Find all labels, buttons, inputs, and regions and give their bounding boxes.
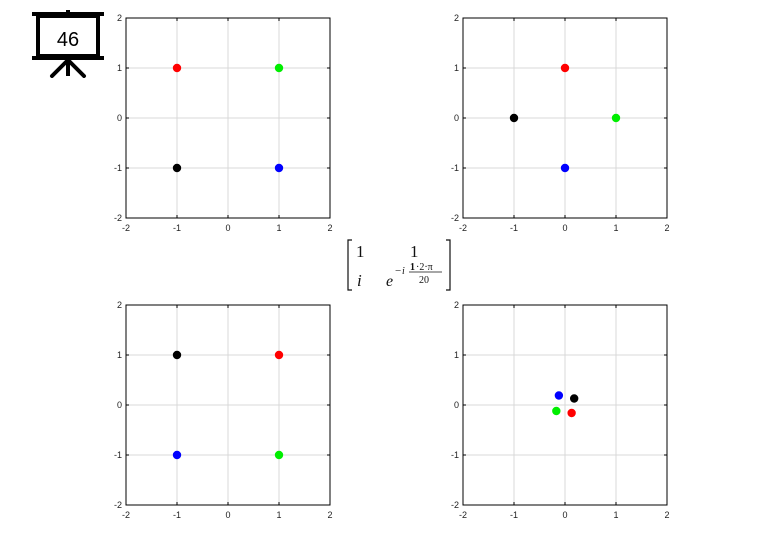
matrix-exp-sign: −: [395, 265, 401, 277]
data-point: [611, 113, 621, 123]
x-tick-label: 2: [327, 223, 332, 233]
data-point: [274, 350, 284, 360]
matrix-exp-i: i: [402, 266, 405, 277]
x-tick-label: 2: [664, 510, 669, 520]
x-tick-label: -1: [510, 510, 518, 520]
y-tick-label: 2: [117, 13, 122, 23]
data-point: [274, 163, 284, 173]
x-tick-label: -1: [510, 223, 518, 233]
x-tick-label: -1: [173, 510, 181, 520]
x-tick-label: 1: [276, 510, 281, 520]
y-tick-label: 0: [454, 400, 459, 410]
data-point: [554, 391, 564, 400]
x-tick-label: -2: [122, 223, 130, 233]
y-tick-label: -2: [114, 500, 122, 510]
data-point: [274, 63, 284, 73]
y-tick-label: 1: [454, 63, 459, 73]
scatter-plot-top-right: -2 -1 0 1 2 -2 -1 0 1 2: [447, 12, 677, 238]
y-tick-label: 0: [454, 113, 459, 123]
y-tick-label: -2: [451, 213, 459, 223]
x-tick-label: 0: [562, 223, 567, 233]
y-tick-label: -2: [451, 500, 459, 510]
data-point: [552, 406, 561, 416]
y-tick-label: -1: [114, 450, 122, 460]
x-tick-label: 2: [327, 510, 332, 520]
matrix-r2c2-base: e: [386, 273, 393, 290]
matrix-exp-highlight: 1: [410, 262, 415, 273]
y-tick-label: 0: [117, 400, 122, 410]
y-tick-label: 1: [117, 350, 122, 360]
x-tick-label: 1: [613, 510, 618, 520]
x-tick-label: 1: [613, 223, 618, 233]
x-tick-label: -2: [459, 510, 467, 520]
matrix-exp-denominator: 20: [419, 275, 429, 286]
y-tick-label: -1: [114, 163, 122, 173]
x-tick-label: 0: [225, 223, 230, 233]
data-point: [172, 350, 182, 360]
data-point: [274, 450, 284, 460]
x-tick-label: 1: [276, 223, 281, 233]
matrix-r2c1: i: [357, 271, 362, 290]
transformation-matrix: 1 1 i e − i 1 ·2·π 20: [346, 238, 452, 292]
x-tick-label: -1: [173, 223, 181, 233]
y-tick-label: 1: [117, 63, 122, 73]
scatter-plot-top-left: -2 -1 0 1 2 -2 -1 0 1 2: [110, 12, 340, 238]
data-point: [569, 394, 579, 403]
x-tick-label: 0: [225, 510, 230, 520]
y-tick-label: 0: [117, 113, 122, 123]
matrix-r1c2: 1: [410, 242, 419, 261]
y-tick-label: 2: [117, 300, 122, 310]
data-point: [172, 163, 182, 173]
data-point: [560, 163, 570, 173]
y-tick-label: 2: [454, 300, 459, 310]
data-point: [567, 408, 576, 418]
projector-icon: 46: [32, 10, 104, 78]
y-tick-label: -1: [451, 163, 459, 173]
data-point: [509, 113, 519, 123]
matrix-r1c1: 1: [356, 242, 365, 261]
data-point: [172, 450, 182, 460]
left-bracket: [347, 239, 352, 291]
y-tick-label: -2: [114, 213, 122, 223]
slide-number: 46: [57, 29, 79, 51]
y-tick-label: -1: [451, 450, 459, 460]
x-tick-label: -2: [122, 510, 130, 520]
slide-number-badge: 46: [32, 10, 104, 78]
y-tick-label: 1: [454, 350, 459, 360]
right-bracket: [446, 239, 451, 291]
data-point: [560, 63, 570, 73]
scatter-plot-bottom-right: -2 -1 0 1 2 -2 -1 0 1 2: [447, 299, 677, 525]
matrix-exp-numerator: ·2·π: [416, 262, 433, 273]
y-tick-label: 2: [454, 13, 459, 23]
x-tick-label: 0: [562, 510, 567, 520]
x-tick-label: 2: [664, 223, 669, 233]
data-point: [172, 63, 182, 73]
scatter-plot-bottom-left: -2 -1 0 1 2 -2 -1 0 1 2: [110, 299, 340, 525]
x-tick-label: -2: [459, 223, 467, 233]
